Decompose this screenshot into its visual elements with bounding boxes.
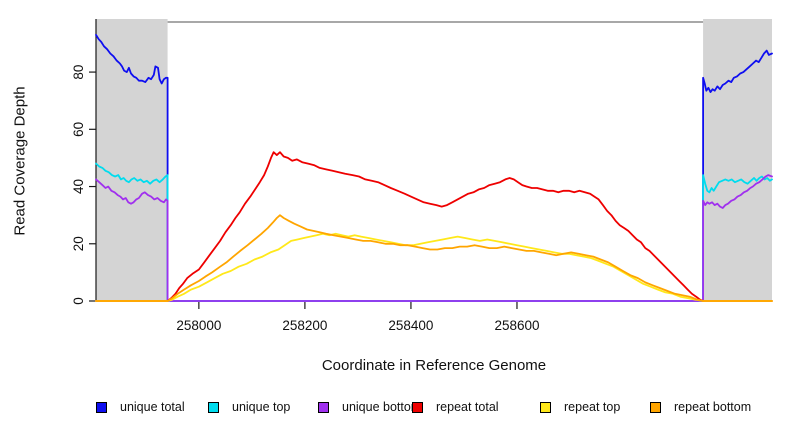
legend-label: unique top	[232, 400, 291, 414]
legend-label: repeat bottom	[674, 400, 752, 414]
legend-swatch-unique-bottom	[318, 401, 329, 413]
series-line-repeat-top	[95, 232, 773, 302]
y-tick-label: 60	[71, 122, 86, 137]
legend-item-repeat-top: repeat top	[540, 398, 620, 416]
y-tick-label: 40	[71, 179, 86, 194]
gray-region-flank-left	[96, 19, 168, 301]
gray-region-flank-right	[703, 19, 772, 301]
x-tick-label: 258000	[176, 318, 221, 333]
legend-swatch-repeat-bottom	[650, 401, 661, 413]
y-tick-label: 0	[71, 297, 86, 305]
legend-label: repeat top	[564, 400, 621, 414]
y-tick-label: 20	[71, 236, 86, 251]
series-line-unique-top	[95, 162, 773, 302]
legend-swatch-repeat-total	[412, 401, 423, 413]
x-axis-title: Coordinate in Reference Genome	[321, 357, 547, 374]
legend-swatch-unique-top	[208, 401, 219, 413]
x-tick-label: 258200	[282, 318, 327, 333]
legend-item-repeat-total: repeat total	[412, 398, 499, 416]
series-line-repeat-bottom	[95, 214, 773, 302]
series-line-repeat-total	[95, 151, 773, 302]
legend-item-unique-total: unique total	[96, 398, 185, 416]
legend-item-unique-top: unique top	[208, 398, 290, 416]
y-tick-label: 80	[71, 65, 86, 80]
legend-swatch-unique-total	[96, 401, 107, 413]
legend-label: unique total	[120, 400, 185, 414]
series-line-unique-total	[95, 34, 773, 302]
legend-label: repeat total	[436, 400, 499, 414]
x-tick-label: 258600	[494, 318, 539, 333]
legend-item-repeat-bottom: repeat bottom	[650, 398, 751, 416]
legend-swatch-repeat-top	[540, 401, 551, 413]
legend-label: unique bottom	[342, 400, 422, 414]
y-axis-title: Read Coverage Depth	[11, 86, 29, 236]
x-tick-label: 258400	[388, 318, 433, 333]
legend: unique total unique top unique bottom repea…	[0, 398, 792, 418]
legend-item-unique-bottom: unique bottom	[318, 398, 421, 416]
